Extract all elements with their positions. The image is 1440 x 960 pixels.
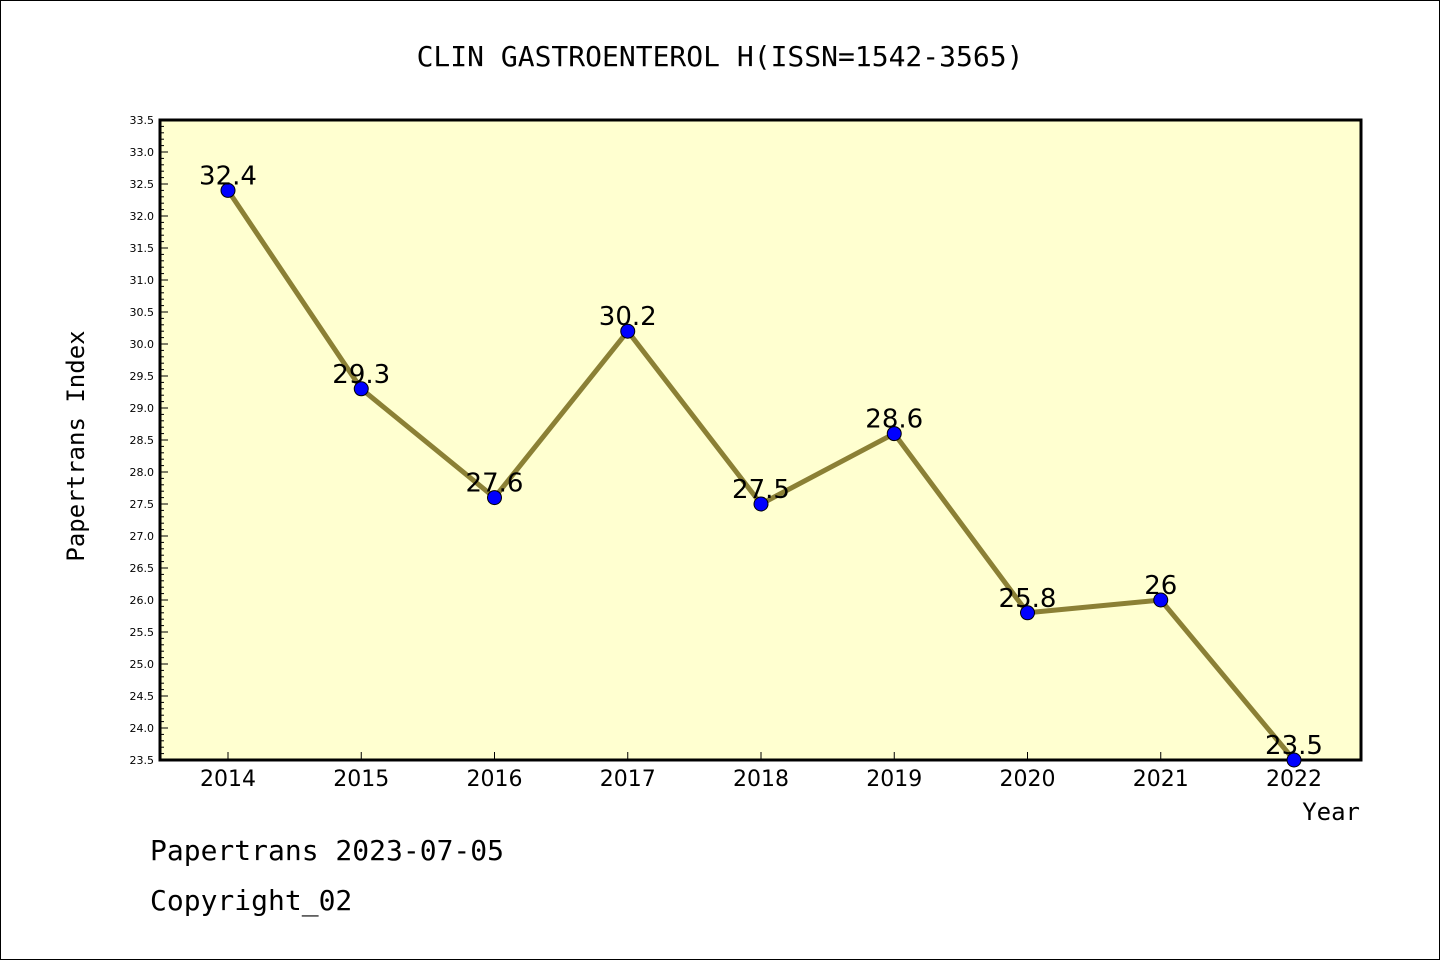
data-label: 30.2 bbox=[599, 302, 657, 332]
chart-title: CLIN GASTROENTEROL H(ISSN=1542-3565) bbox=[417, 40, 1024, 73]
y-tick-label: 33.5 bbox=[130, 114, 155, 127]
y-tick-label: 29.5 bbox=[130, 370, 155, 383]
x-tick-label: 2022 bbox=[1266, 767, 1322, 792]
y-tick-label: 26.0 bbox=[130, 594, 155, 607]
y-tick-label: 24.0 bbox=[130, 722, 155, 735]
x-tick-label: 2017 bbox=[600, 767, 656, 792]
y-tick-label: 31.0 bbox=[130, 274, 155, 287]
y-tick-label: 28.0 bbox=[130, 466, 155, 479]
x-tick-label: 2018 bbox=[733, 767, 789, 792]
data-label: 28.6 bbox=[865, 405, 923, 435]
data-point bbox=[1020, 605, 1035, 621]
data-point bbox=[353, 381, 369, 397]
x-axis-label: Year bbox=[1302, 798, 1360, 826]
data-label: 27.6 bbox=[466, 469, 524, 499]
data-point bbox=[753, 496, 769, 512]
x-tick-label: 2014 bbox=[200, 767, 256, 792]
plot-area bbox=[158, 118, 1363, 762]
series-markers bbox=[220, 182, 1302, 768]
y-tick-label: 30.5 bbox=[130, 306, 155, 319]
x-tick-label: 2015 bbox=[333, 767, 389, 792]
y-tick-label: 30.0 bbox=[130, 338, 155, 351]
data-point bbox=[886, 426, 902, 442]
data-labels: 32.4 29.3 27.6 30.2 27.5 28.6 25.8 26 23.5 bbox=[199, 161, 1323, 761]
data-label: 27.5 bbox=[732, 475, 790, 505]
y-tick-label: 25.0 bbox=[130, 658, 155, 671]
y-axis-label: Papertrans Index bbox=[62, 330, 90, 561]
x-tick-label: 2016 bbox=[467, 767, 523, 792]
data-label: 32.4 bbox=[199, 161, 257, 191]
data-point bbox=[220, 182, 236, 198]
x-tick-label: 2021 bbox=[1133, 767, 1189, 792]
data-label: 26 bbox=[1144, 571, 1177, 601]
data-point bbox=[620, 323, 636, 339]
y-tick-label: 32.5 bbox=[130, 178, 155, 191]
x-axis: 2014 2015 2016 2017 2018 2019 2020 2021 2022 bbox=[200, 752, 1322, 792]
y-tick-label: 25.5 bbox=[130, 626, 155, 639]
data-label: 23.5 bbox=[1265, 731, 1323, 761]
y-tick-label: 26.5 bbox=[130, 562, 155, 575]
y-tick-label: 27.0 bbox=[130, 530, 155, 543]
y-tick-label: 33.0 bbox=[130, 146, 155, 159]
y-tick-label: 32.0 bbox=[130, 210, 155, 223]
x-tick-label: 2019 bbox=[866, 767, 922, 792]
footer-copyright: Copyright_02 bbox=[150, 884, 353, 917]
data-point bbox=[1286, 752, 1302, 768]
y-tick-label: 29.0 bbox=[130, 402, 155, 415]
y-tick-label: 31.5 bbox=[130, 242, 155, 255]
data-point bbox=[487, 490, 502, 506]
data-point bbox=[1153, 592, 1169, 608]
y-tick-label: 24.5 bbox=[130, 690, 155, 703]
y-tick-label: 27.5 bbox=[130, 498, 155, 511]
y-axis: 23.5 24.0 24.5 25.0 25.5 26.0 26.5 27.0 27.5 28.0… bbox=[130, 114, 168, 767]
data-label: 25.8 bbox=[999, 584, 1057, 614]
y-tick-label: 28.5 bbox=[130, 434, 155, 447]
data-label: 29.3 bbox=[332, 360, 390, 390]
y-tick-label: 23.5 bbox=[130, 754, 155, 767]
x-tick-label: 2020 bbox=[1000, 767, 1056, 792]
footer-date: Papertrans 2023-07-05 bbox=[150, 834, 505, 867]
